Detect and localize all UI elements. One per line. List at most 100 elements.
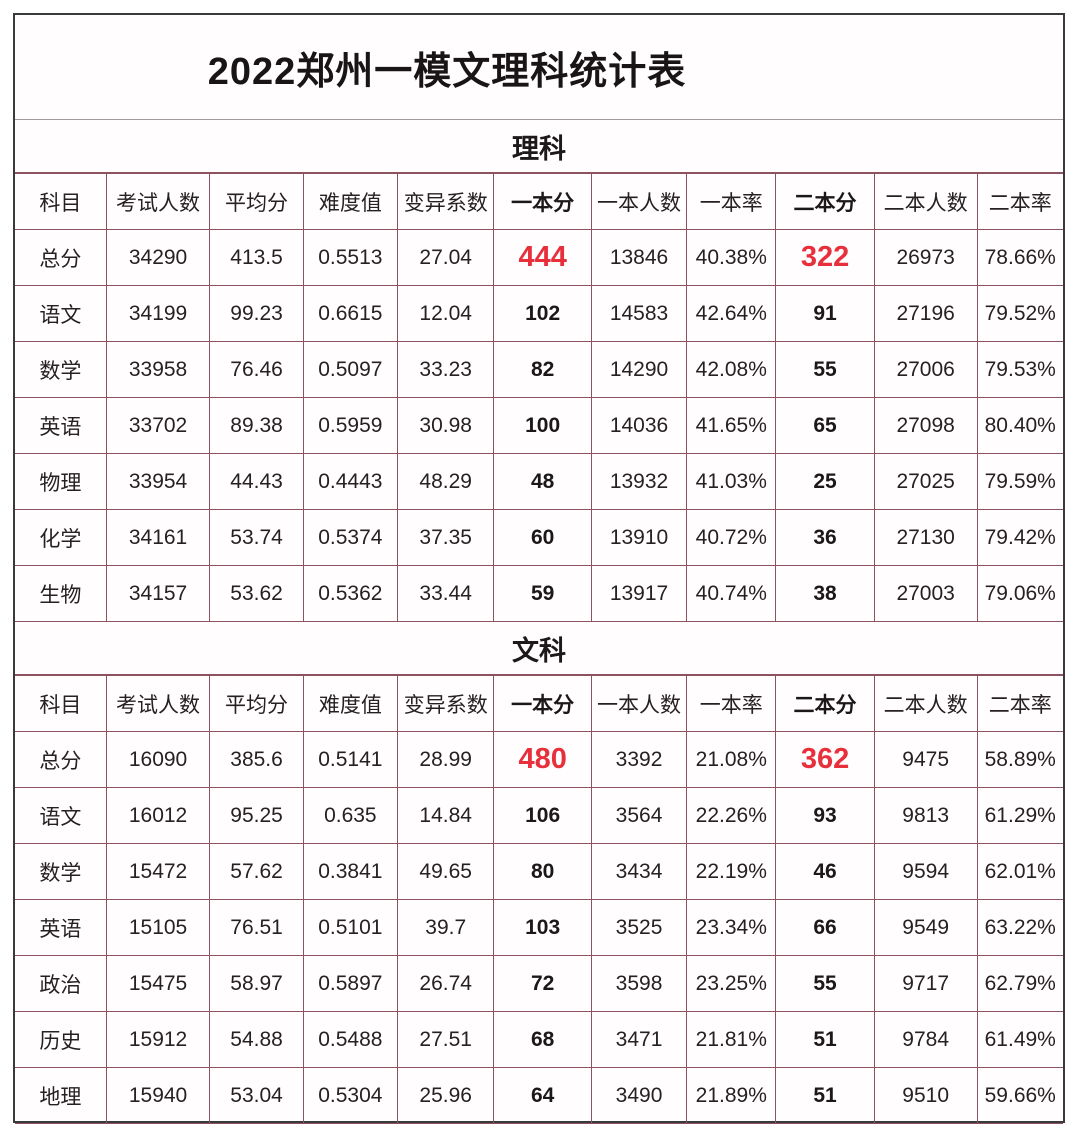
table-row: 英语 33702 89.38 0.5959 30.98 100 14036 41.65% 65 2… <box>15 397 1063 454</box>
data-cell: 22.19% <box>686 843 777 900</box>
data-cell: 26973 <box>873 229 978 286</box>
subject-cell: 化学 <box>15 509 107 566</box>
data-cell: 33702 <box>105 397 211 454</box>
data-cell: 46 <box>775 843 875 900</box>
header-cell: 平均分 <box>209 675 304 732</box>
table-row: 语文 16012 95.25 0.635 14.84 106 3564 22.26% 93 981… <box>15 787 1063 844</box>
data-cell: 76.46 <box>209 341 304 398</box>
data-cell: 362 <box>775 731 875 788</box>
subject-cell: 总分 <box>15 731 107 788</box>
data-cell: 3564 <box>590 787 688 844</box>
data-cell: 79.06% <box>976 565 1063 622</box>
data-cell: 59.66% <box>976 1067 1063 1124</box>
data-cell: 40.74% <box>686 565 777 622</box>
science-table: 科目 考试人数 平均分 难度值 变异系数 一本分 一本人数 一本率 二本分 二本人数 二本率 总分 3… <box>15 173 1063 622</box>
subject-cell: 语文 <box>15 787 107 844</box>
subject-cell: 英语 <box>15 899 107 956</box>
data-cell: 0.5101 <box>302 899 399 956</box>
header-cell: 一本人数 <box>590 675 688 732</box>
table-row: 英语 15105 76.51 0.5101 39.7 103 3525 23.34% 66 954… <box>15 899 1063 956</box>
data-cell: 9594 <box>873 843 978 900</box>
data-cell: 0.5362 <box>302 565 399 622</box>
table-row: 物理 33954 44.43 0.4443 48.29 48 13932 41.03% 25 27… <box>15 453 1063 510</box>
data-cell: 27025 <box>873 453 978 510</box>
data-cell: 79.52% <box>976 285 1063 342</box>
data-cell: 93 <box>775 787 875 844</box>
header-cell: 考试人数 <box>105 173 211 230</box>
subject-cell: 数学 <box>15 843 107 900</box>
data-cell: 9475 <box>873 731 978 788</box>
data-cell: 33.44 <box>396 565 495 622</box>
data-cell: 100 <box>493 397 592 454</box>
data-cell: 55 <box>775 341 875 398</box>
data-cell: 0.5097 <box>302 341 399 398</box>
header-cell: 一本率 <box>686 173 777 230</box>
header-cell: 平均分 <box>209 173 304 230</box>
subject-cell: 英语 <box>15 397 107 454</box>
data-cell: 27.51 <box>396 1011 495 1068</box>
header-cell: 一本分 <box>493 173 592 230</box>
data-cell: 34161 <box>105 509 211 566</box>
data-cell: 15105 <box>105 899 211 956</box>
data-cell: 106 <box>493 787 592 844</box>
data-cell: 58.97 <box>209 955 304 1012</box>
data-cell: 13846 <box>590 229 688 286</box>
data-cell: 103 <box>493 899 592 956</box>
data-cell: 33954 <box>105 453 211 510</box>
data-cell: 0.5304 <box>302 1067 399 1124</box>
header-cell: 难度值 <box>302 675 399 732</box>
data-cell: 23.25% <box>686 955 777 1012</box>
data-cell: 0.5141 <box>302 731 399 788</box>
data-cell: 33.23 <box>396 341 495 398</box>
data-cell: 62.79% <box>976 955 1063 1012</box>
header-cell: 一本率 <box>686 675 777 732</box>
header-cell: 变异系数 <box>396 173 495 230</box>
data-cell: 0.635 <box>302 787 399 844</box>
data-cell: 58.89% <box>976 731 1063 788</box>
data-cell: 12.04 <box>396 285 495 342</box>
data-cell: 13932 <box>590 453 688 510</box>
data-cell: 42.64% <box>686 285 777 342</box>
data-cell: 63.22% <box>976 899 1063 956</box>
table-row: 数学 15472 57.62 0.3841 49.65 80 3434 22.19% 46 959… <box>15 843 1063 900</box>
data-cell: 9717 <box>873 955 978 1012</box>
data-cell: 480 <box>493 731 592 788</box>
data-cell: 61.29% <box>976 787 1063 844</box>
table-row: 数学 33958 76.46 0.5097 33.23 82 14290 42.08% 55 27… <box>15 341 1063 398</box>
data-cell: 79.59% <box>976 453 1063 510</box>
header-cell: 一本分 <box>493 675 592 732</box>
data-cell: 15940 <box>105 1067 211 1124</box>
table-row: 化学 34161 53.74 0.5374 37.35 60 13910 40.72% 36 27… <box>15 509 1063 566</box>
data-cell: 80 <box>493 843 592 900</box>
data-cell: 91 <box>775 285 875 342</box>
data-cell: 95.25 <box>209 787 304 844</box>
data-cell: 21.81% <box>686 1011 777 1068</box>
data-cell: 9549 <box>873 899 978 956</box>
data-cell: 41.65% <box>686 397 777 454</box>
data-cell: 14583 <box>590 285 688 342</box>
data-cell: 64 <box>493 1067 592 1124</box>
data-cell: 3525 <box>590 899 688 956</box>
data-cell: 25 <box>775 453 875 510</box>
header-cell: 二本分 <box>775 173 875 230</box>
data-cell: 60 <box>493 509 592 566</box>
data-cell: 68 <box>493 1011 592 1068</box>
data-cell: 51 <box>775 1067 875 1124</box>
data-cell: 53.74 <box>209 509 304 566</box>
subject-cell: 数学 <box>15 341 107 398</box>
table-row: 生物 34157 53.62 0.5362 33.44 59 13917 40.74% 38 27… <box>15 565 1063 622</box>
header-cell: 二本率 <box>976 173 1063 230</box>
data-cell: 53.04 <box>209 1067 304 1124</box>
data-cell: 36 <box>775 509 875 566</box>
data-cell: 53.62 <box>209 565 304 622</box>
title-block: 2022郑州一模文理科统计表 <box>15 15 1063 120</box>
table-row: 总分 34290 413.5 0.5513 27.04 444 13846 40.38% 322… <box>15 229 1063 286</box>
data-cell: 26.74 <box>396 955 495 1012</box>
data-cell: 14290 <box>590 341 688 398</box>
data-cell: 38 <box>775 565 875 622</box>
data-cell: 89.38 <box>209 397 304 454</box>
header-cell: 变异系数 <box>396 675 495 732</box>
stats-sheet: 2022郑州一模文理科统计表 理科 科目 考试人数 平均分 难度值 变异系数 一本分 一本人… <box>13 13 1065 1124</box>
table-row: 政治 15475 58.97 0.5897 26.74 72 3598 23.25% 55 971… <box>15 955 1063 1012</box>
table-row: 总分 16090 385.6 0.5141 28.99 480 3392 21.08% 362 9… <box>15 731 1063 788</box>
